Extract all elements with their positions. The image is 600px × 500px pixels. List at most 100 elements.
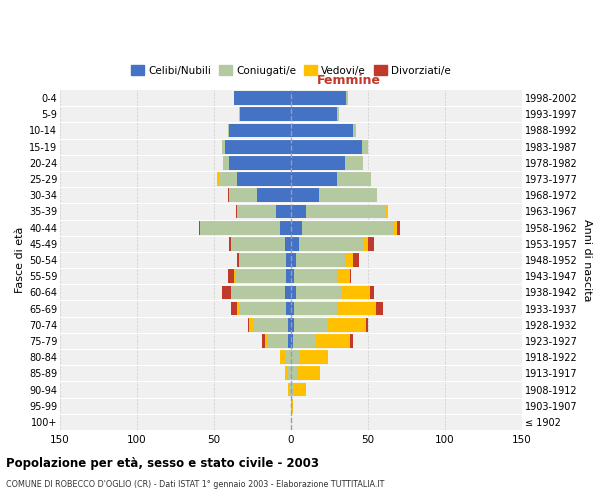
- Bar: [231, 302, 237, 316]
- Bar: [288, 318, 291, 332]
- Text: Femmine: Femmine: [317, 74, 381, 86]
- Bar: [285, 366, 288, 380]
- Bar: [228, 270, 234, 283]
- Bar: [291, 334, 293, 348]
- Bar: [288, 382, 289, 396]
- Bar: [364, 237, 368, 250]
- Bar: [353, 124, 356, 138]
- Bar: [291, 108, 337, 121]
- Bar: [345, 156, 364, 170]
- Bar: [262, 334, 265, 348]
- Bar: [228, 188, 229, 202]
- Bar: [286, 302, 291, 316]
- Bar: [337, 270, 350, 283]
- Bar: [286, 253, 291, 267]
- Bar: [257, 188, 291, 202]
- Bar: [237, 253, 239, 267]
- Bar: [231, 237, 285, 250]
- Bar: [239, 253, 240, 267]
- Bar: [368, 237, 374, 250]
- Bar: [350, 334, 353, 348]
- Bar: [229, 237, 231, 250]
- Bar: [291, 124, 353, 138]
- Bar: [236, 204, 237, 218]
- Bar: [346, 91, 348, 105]
- Bar: [288, 334, 291, 348]
- Bar: [237, 302, 240, 316]
- Bar: [240, 253, 286, 267]
- Bar: [289, 382, 291, 396]
- Bar: [199, 220, 200, 234]
- Bar: [250, 318, 254, 332]
- Text: COMUNE DI ROBECCO D'OGLIO (CR) - Dati ISTAT 1° gennaio 2003 - Elaborazione TUTTI: COMUNE DI ROBECCO D'OGLIO (CR) - Dati IS…: [6, 480, 385, 489]
- Bar: [291, 399, 293, 412]
- Bar: [240, 108, 291, 121]
- Bar: [239, 108, 240, 121]
- Bar: [222, 140, 225, 153]
- Bar: [294, 382, 307, 396]
- Bar: [229, 156, 291, 170]
- Bar: [291, 382, 294, 396]
- Bar: [275, 204, 291, 218]
- Bar: [294, 302, 337, 316]
- Bar: [236, 270, 286, 283]
- Bar: [280, 350, 285, 364]
- Bar: [337, 172, 371, 186]
- Bar: [353, 253, 359, 267]
- Bar: [237, 204, 275, 218]
- Bar: [286, 270, 291, 283]
- Y-axis label: Fasce di età: Fasce di età: [14, 227, 25, 293]
- Bar: [223, 156, 229, 170]
- Bar: [307, 204, 386, 218]
- Bar: [296, 253, 345, 267]
- Bar: [228, 124, 229, 138]
- Bar: [294, 270, 337, 283]
- Bar: [345, 253, 353, 267]
- Bar: [254, 318, 288, 332]
- Y-axis label: Anni di nascita: Anni di nascita: [582, 219, 592, 301]
- Bar: [342, 286, 370, 300]
- Bar: [370, 286, 374, 300]
- Bar: [229, 124, 291, 138]
- Bar: [293, 334, 316, 348]
- Bar: [296, 286, 342, 300]
- Bar: [337, 108, 339, 121]
- Bar: [217, 172, 218, 186]
- Bar: [291, 350, 300, 364]
- Bar: [232, 286, 285, 300]
- Bar: [291, 270, 294, 283]
- Bar: [248, 318, 250, 332]
- Bar: [300, 350, 328, 364]
- Bar: [291, 204, 307, 218]
- Bar: [350, 270, 351, 283]
- Bar: [291, 318, 294, 332]
- Text: Popolazione per età, sesso e stato civile - 2003: Popolazione per età, sesso e stato civil…: [6, 458, 319, 470]
- Bar: [337, 302, 376, 316]
- Bar: [237, 172, 291, 186]
- Bar: [285, 237, 291, 250]
- Bar: [376, 302, 383, 316]
- Bar: [291, 172, 337, 186]
- Bar: [319, 188, 377, 202]
- Bar: [265, 334, 268, 348]
- Bar: [291, 366, 297, 380]
- Bar: [240, 302, 286, 316]
- Bar: [302, 220, 394, 234]
- Bar: [234, 91, 291, 105]
- Bar: [200, 220, 280, 234]
- Bar: [291, 220, 302, 234]
- Bar: [394, 220, 397, 234]
- Bar: [291, 302, 294, 316]
- Bar: [280, 220, 291, 234]
- Bar: [222, 286, 231, 300]
- Bar: [285, 286, 291, 300]
- Bar: [316, 334, 350, 348]
- Bar: [362, 140, 368, 153]
- Bar: [294, 318, 328, 332]
- Bar: [297, 366, 320, 380]
- Bar: [268, 334, 288, 348]
- Bar: [285, 350, 291, 364]
- Bar: [234, 270, 236, 283]
- Bar: [291, 253, 296, 267]
- Bar: [225, 140, 291, 153]
